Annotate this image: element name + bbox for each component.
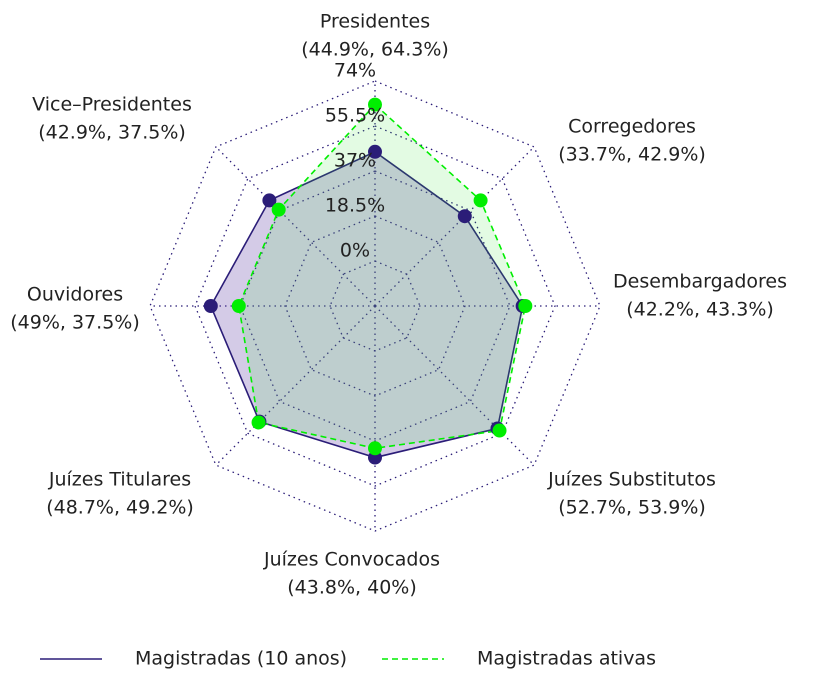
r-tick-label: 37% <box>334 150 376 172</box>
data-point <box>368 97 382 112</box>
data-point <box>457 209 472 224</box>
category-label: Presidentes <box>320 11 430 33</box>
point-label: (42.9%, 37.5%) <box>38 122 186 144</box>
point-label: (49%, 37.5%) <box>10 312 140 334</box>
category-label: Ouvidores <box>27 284 123 306</box>
grid-ring <box>284 215 466 397</box>
legend-label: Magistradas ativas <box>477 648 656 670</box>
category-label: Vice–Presidentes <box>32 94 192 116</box>
series-area <box>237 103 527 450</box>
r-tick-label: 18.5% <box>325 195 385 217</box>
spoke <box>374 146 535 307</box>
spoke <box>215 305 376 466</box>
data-point <box>492 423 507 438</box>
point-label: (43.8%, 40%) <box>287 577 417 599</box>
data-point <box>271 202 286 217</box>
category-label: Juízes Convocados <box>263 549 440 571</box>
data-point <box>473 193 488 208</box>
data-point <box>231 299 246 313</box>
point-label: (48.7%, 49.2%) <box>46 497 194 519</box>
grid-ring <box>194 125 556 487</box>
data-point <box>251 415 266 430</box>
legend-label: Magistradas (10 anos) <box>135 648 347 670</box>
r-tick-label: 0% <box>340 240 370 262</box>
category-label: Juízes Titulares <box>48 469 191 491</box>
point-label: (44.9%, 64.3%) <box>301 39 449 61</box>
r-tick-label: 74% <box>334 60 376 82</box>
category-label: Corregedores <box>568 116 696 138</box>
category-label: Juízes Substitutos <box>547 469 716 491</box>
data-point <box>262 193 277 208</box>
data-point <box>368 441 382 456</box>
category-label: Desembargadores <box>613 271 787 293</box>
spoke <box>215 146 376 307</box>
data-point <box>203 299 218 313</box>
r-tick-label: 55.5% <box>325 105 385 127</box>
data-point <box>518 299 533 313</box>
point-label: (33.7%, 42.9%) <box>558 144 706 166</box>
point-label: (42.2%, 43.3%) <box>626 299 774 321</box>
spoke <box>374 305 535 466</box>
data-point <box>368 144 382 159</box>
point-label: (52.7%, 53.9%) <box>558 497 706 519</box>
grid-ring <box>149 80 601 532</box>
grid-ring <box>239 170 511 442</box>
